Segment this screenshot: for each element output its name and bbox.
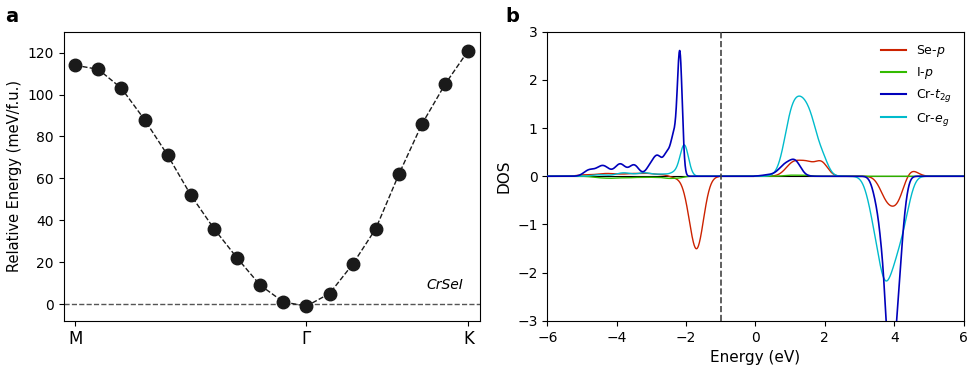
Y-axis label: DOS: DOS	[496, 160, 512, 193]
Legend: Se-$p$, I-$p$, Cr-$t_{2g}$, Cr-$e_g$: Se-$p$, I-$p$, Cr-$t_{2g}$, Cr-$e_g$	[877, 38, 957, 133]
X-axis label: Energy (eV): Energy (eV)	[711, 350, 800, 365]
Y-axis label: Relative Energy (meV/f.u.): Relative Energy (meV/f.u.)	[7, 80, 22, 272]
Text: b: b	[506, 7, 520, 26]
Text: a: a	[5, 7, 19, 26]
Text: CrSeI: CrSeI	[426, 278, 463, 292]
